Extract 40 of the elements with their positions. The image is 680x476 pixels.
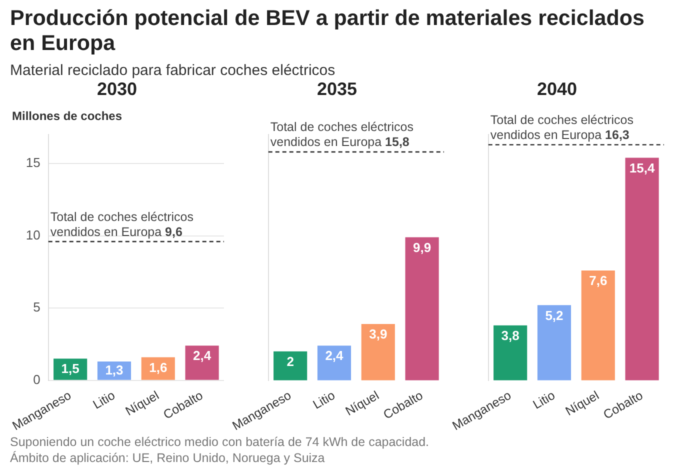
text: Producción potencial de BEV a partir de materiales reciclados en Europa bbox=[10, 6, 646, 56]
data-label: 2,4 bbox=[193, 348, 212, 364]
x-tick-label: Litio bbox=[310, 388, 338, 412]
data-label: 1,5 bbox=[61, 360, 80, 376]
ref-line-label: Total de coches eléctricos vendidos en Europa 16,3 bbox=[490, 112, 634, 142]
data-label: 7,6 bbox=[589, 273, 608, 288]
chart-title: 2040 bbox=[536, 78, 578, 99]
y-tick-label: 10 bbox=[26, 227, 40, 242]
data-label: 5,2 bbox=[545, 308, 564, 323]
chart-title: 2035 bbox=[316, 78, 358, 99]
x-tick-label: Litio bbox=[530, 388, 558, 412]
ref-line-label: Total de coches eléctricos vendidos en Europa 9,6 bbox=[50, 210, 194, 239]
bar bbox=[185, 346, 219, 380]
data-label: 2,4 bbox=[325, 348, 344, 364]
chart-title: 2030 bbox=[96, 78, 138, 99]
y-tick-label: 15 bbox=[26, 155, 40, 170]
data-label: 3,9 bbox=[369, 326, 388, 342]
y-tick-label: 5 bbox=[33, 300, 40, 315]
y-tick-label: 0 bbox=[33, 372, 40, 387]
data-label: 9,9 bbox=[413, 240, 432, 255]
x-tick-label: Litio bbox=[90, 388, 118, 412]
ref-line-label: Total de coches eléctricos vendidos en Europa 15,8 bbox=[270, 120, 414, 150]
text: Material reciclado para fabricar coches eléctricos bbox=[10, 62, 336, 79]
data-label: 1,3 bbox=[105, 362, 124, 378]
y-axis-title: Millones de coches bbox=[12, 108, 122, 123]
bar bbox=[361, 324, 395, 380]
bar bbox=[581, 270, 615, 380]
bar bbox=[405, 237, 439, 380]
bar bbox=[625, 158, 659, 380]
data-label: 3,8 bbox=[501, 328, 520, 343]
bar bbox=[317, 346, 352, 380]
data-label: 15,4 bbox=[629, 160, 656, 176]
bar bbox=[494, 325, 528, 380]
text: Ámbito de aplicación: UE, Reino Unido, Noruega y Suiza bbox=[10, 450, 326, 466]
text: Suponiendo un coche eléctrico medio con batería de 74 kWh de capacidad. bbox=[10, 434, 430, 450]
data-label: 2 bbox=[286, 354, 294, 370]
data-label: 1,6 bbox=[149, 360, 168, 375]
bar bbox=[274, 351, 308, 380]
bar bbox=[537, 305, 572, 380]
bar bbox=[141, 357, 175, 380]
